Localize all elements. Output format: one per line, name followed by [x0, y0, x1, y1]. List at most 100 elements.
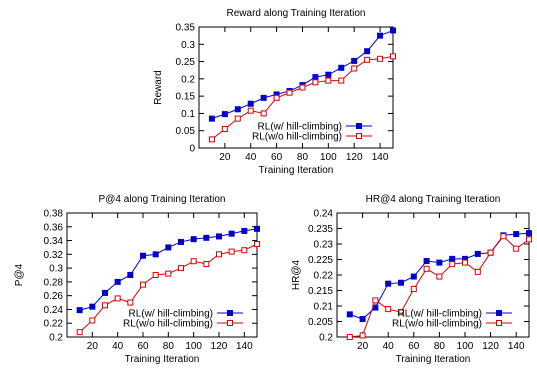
y-tick-label: 0.22 — [314, 271, 334, 282]
data-point — [152, 272, 159, 278]
data-point — [241, 227, 248, 234]
data-point — [114, 278, 121, 285]
data-point — [76, 307, 83, 314]
series-with-hill-climbing — [76, 225, 260, 314]
legend-label: RL(w/ hill-climbing) — [258, 122, 342, 133]
data-point — [487, 249, 494, 256]
plot-frame — [66, 212, 258, 338]
data-point — [208, 136, 215, 143]
x-axis-label: Training Iteration — [396, 354, 471, 365]
legend-label: RL(w/ hill-climbing) — [398, 309, 482, 320]
y-tick-label: 0.3 — [181, 40, 195, 51]
y-tick-label: 0.28 — [44, 277, 64, 288]
legend-label: RL(w/o hill-climbing) — [252, 132, 342, 143]
data-point — [398, 309, 404, 316]
data-point — [359, 316, 366, 323]
data-point — [76, 329, 83, 336]
data-point — [247, 107, 254, 114]
data-point — [346, 334, 353, 340]
y-tick-label: 0.3 — [49, 264, 63, 275]
legend-label: RL(w/o hill-climbing) — [392, 319, 482, 330]
data-point — [513, 245, 520, 252]
data-point — [359, 332, 366, 339]
data-point — [152, 251, 159, 258]
data-point — [526, 230, 532, 237]
data-point — [385, 306, 392, 313]
y-tick-label: 0.35 — [176, 23, 196, 34]
data-point — [216, 233, 222, 240]
y-tick-label: 0.25 — [176, 57, 196, 68]
x-tick-label: 20 — [87, 341, 99, 352]
data-point — [178, 238, 184, 245]
x-tick-label: 40 — [383, 341, 395, 352]
y-tick-label: 0.215 — [308, 286, 333, 297]
y-tick-label: 0.21 — [314, 302, 334, 313]
data-point — [165, 270, 172, 277]
data-point — [234, 115, 241, 122]
data-point — [234, 106, 241, 113]
series-with-hill-climbing — [208, 27, 396, 122]
data-point — [338, 77, 345, 84]
data-point — [102, 302, 108, 309]
data-point — [208, 115, 215, 122]
legend-marker — [356, 133, 362, 139]
x-tick-label: 100 — [320, 152, 337, 163]
chart-3: HR@4 along Training Iteration 0.2 0.205 0.2… — [291, 194, 532, 365]
x-tick-label: 60 — [408, 341, 420, 352]
x-tick-label: 40 — [112, 341, 124, 352]
data-point — [140, 281, 146, 288]
data-point — [500, 233, 507, 240]
data-point — [423, 265, 430, 272]
data-point — [190, 236, 197, 243]
data-point — [260, 110, 267, 117]
chart-2: P@4 along Training Iteration 0.2 0.22 0.24 0… — [14, 194, 260, 365]
y-tick-label: 0.24 — [44, 305, 64, 316]
x-tick-label: 40 — [245, 152, 257, 163]
data-point — [377, 55, 384, 62]
chart-title: HR@4 along Training Iteration — [366, 194, 501, 205]
data-point — [228, 230, 235, 237]
series-without-hill-climbing — [346, 233, 532, 340]
y-tick-label: 0.32 — [44, 250, 64, 261]
data-point — [436, 259, 443, 266]
legend-marker — [496, 310, 502, 316]
legend-label: RL(w/o hill-climbing) — [123, 319, 213, 330]
data-point — [299, 84, 306, 91]
data-point — [127, 272, 134, 278]
x-tick-label: 60 — [137, 341, 149, 352]
x-tick-label: 60 — [271, 152, 283, 163]
data-point — [241, 247, 248, 254]
x-tick-label: 80 — [434, 341, 446, 352]
data-point — [449, 255, 456, 262]
series-without-hill-climbing — [208, 53, 396, 143]
data-point — [247, 100, 254, 107]
y-tick-label: 0.23 — [314, 240, 334, 251]
x-tick-label: 80 — [297, 152, 309, 163]
data-point — [474, 250, 481, 257]
data-point — [286, 89, 293, 96]
data-point — [364, 56, 371, 63]
data-point — [254, 241, 260, 247]
x-axis-label: Training Iteration — [125, 354, 200, 365]
legend: RL(w/ hill-climbing)RL(w/o hill-climbing… — [392, 309, 512, 330]
data-point — [325, 77, 332, 84]
y-tick-label: 0.2 — [319, 333, 333, 344]
y-tick-label: 0.34 — [44, 236, 64, 247]
data-point — [390, 27, 396, 34]
legend-marker — [356, 123, 362, 129]
data-point — [221, 125, 228, 132]
y-tick-label: 0.1 — [181, 109, 195, 120]
chart-title: Reward along Training Iteration — [227, 8, 366, 19]
data-point — [385, 280, 392, 287]
data-point — [513, 231, 520, 238]
data-point — [410, 273, 417, 280]
data-point — [410, 285, 417, 292]
data-point — [89, 317, 96, 324]
x-tick-label: 120 — [211, 341, 228, 352]
x-tick-label: 20 — [357, 341, 369, 352]
data-point — [102, 289, 108, 296]
data-point — [127, 299, 134, 306]
data-point — [216, 251, 222, 258]
data-point — [436, 273, 443, 280]
